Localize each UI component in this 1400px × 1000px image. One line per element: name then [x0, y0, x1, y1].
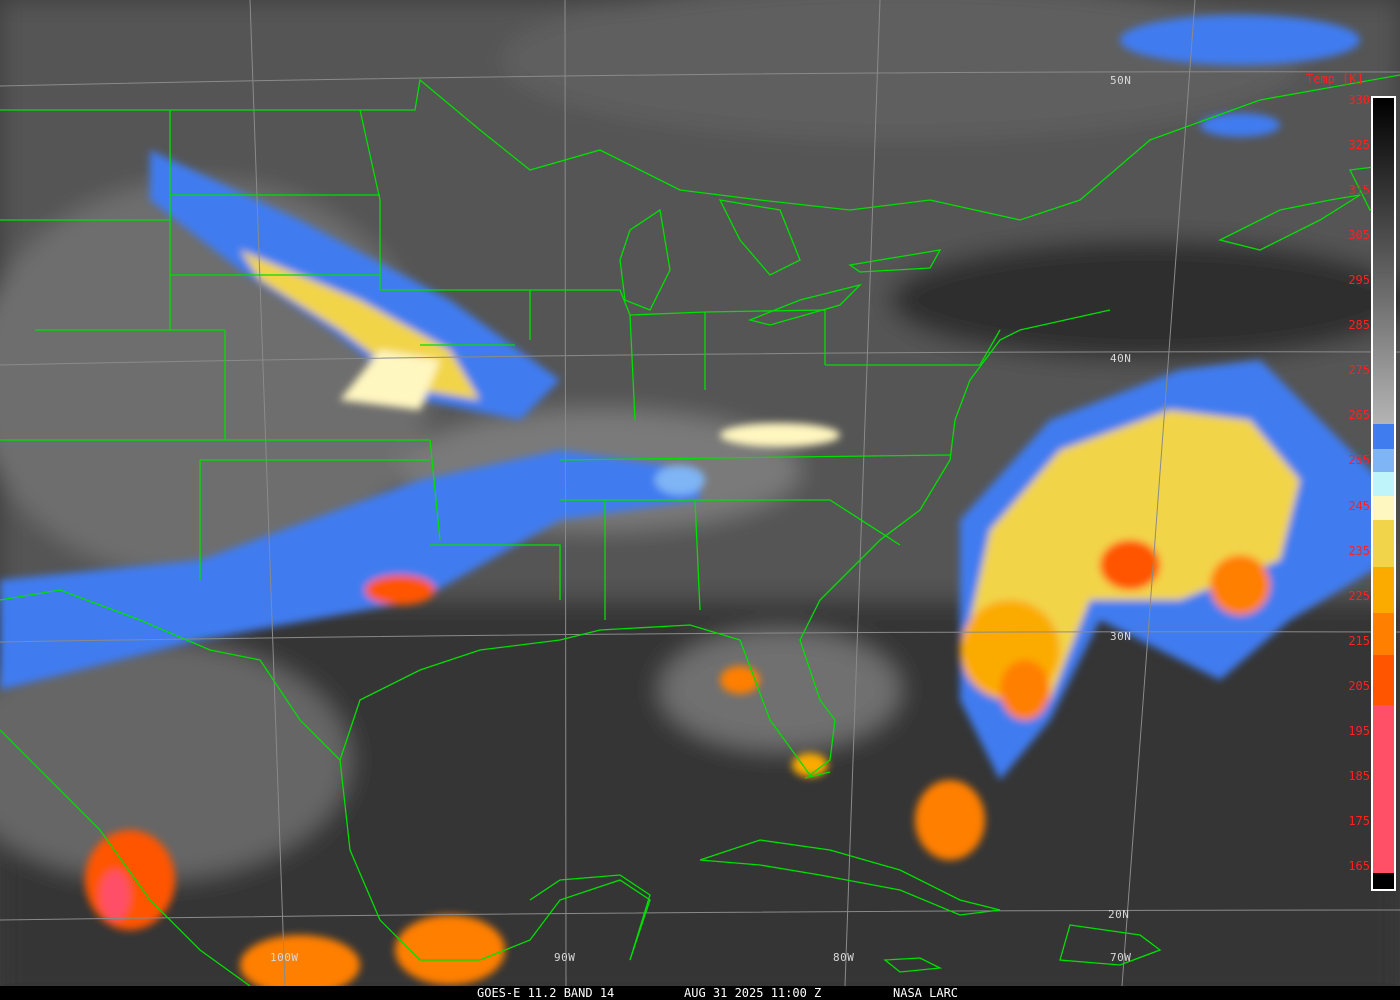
lon-line-80w — [844, 0, 881, 987]
lake-erie — [747, 283, 863, 326]
lon-line-70w — [1121, 0, 1196, 987]
lake-ontario — [848, 249, 942, 273]
us-east-coast — [339, 309, 1111, 961]
colorbar-tick-label: 235 — [1348, 543, 1370, 558]
lon-line-100w — [249, 0, 286, 987]
hispaniola — [1059, 924, 1162, 966]
lat-line-50n — [0, 71, 1400, 87]
lat-line-30n — [0, 631, 1400, 643]
lon-line-90w — [564, 0, 567, 987]
colorbar-tick-label: 185 — [1348, 768, 1370, 783]
lat-line-40n — [0, 351, 1400, 366]
colorbar-tick-label: 215 — [1348, 633, 1370, 648]
timestamp: AUG 31 2025 11:00 Z — [684, 986, 822, 1000]
us-canada-border — [0, 74, 1400, 221]
lake-michigan — [619, 208, 671, 311]
lat-label: 40N — [1110, 352, 1132, 365]
state-lines — [0, 109, 1001, 620]
colorbar-tick-label: 265 — [1348, 408, 1370, 423]
colorbar-tick-label: 275 — [1348, 363, 1370, 378]
temperature-colorbar — [1371, 96, 1396, 891]
colorbar-tick-label: 175 — [1348, 813, 1370, 828]
colorbar-title: Temp [K] — [1306, 72, 1364, 86]
colorbar-tick-label: 295 — [1348, 273, 1370, 288]
lat-label: 50N — [1110, 74, 1132, 87]
cuba — [699, 839, 1001, 916]
nova-scotia — [1218, 194, 1361, 251]
lon-label: 100W — [270, 951, 299, 964]
lon-label: 80W — [833, 951, 855, 964]
cloud-tops — [0, 15, 1390, 995]
jamaica — [883, 957, 943, 973]
colorbar-tick-label: 255 — [1348, 453, 1370, 468]
florida-keys — [804, 771, 831, 779]
source-credit: NASA LARC — [893, 986, 959, 1000]
mexico-pacific-coast — [0, 729, 251, 987]
colorbar-tick-label: 315 — [1348, 183, 1370, 198]
colorbar-tick-label: 330 — [1348, 93, 1370, 107]
lat-label: 30N — [1110, 630, 1132, 643]
colorbar-tick-label: 285 — [1348, 318, 1370, 333]
colorbar-tick-label: 245 — [1348, 498, 1370, 513]
lat-label: 20N — [1108, 908, 1130, 921]
political-borders — [0, 74, 1400, 987]
lat-line-20n — [0, 909, 1400, 921]
lake-huron — [718, 199, 801, 276]
yucatan — [529, 874, 651, 961]
colorbar-tick-label: 225 — [1348, 588, 1370, 603]
colorbar-tick-label: 165 — [1348, 859, 1370, 873]
footer-bar: GOES-E 11.2 BAND 14 AUG 31 2025 11:00 Z … — [0, 986, 1400, 1000]
colorbar-tick-label: 205 — [1348, 678, 1370, 693]
colorbar-tick-label: 325 — [1348, 138, 1370, 153]
colorbar-tick-label: 195 — [1348, 723, 1370, 738]
us-mexico-border — [0, 589, 341, 761]
colorbar-tick-label: 305 — [1348, 228, 1370, 243]
satellite-band: GOES-E 11.2 BAND 14 — [477, 986, 615, 1000]
lon-label: 70W — [1110, 951, 1132, 964]
lon-label: 90W — [554, 951, 576, 964]
